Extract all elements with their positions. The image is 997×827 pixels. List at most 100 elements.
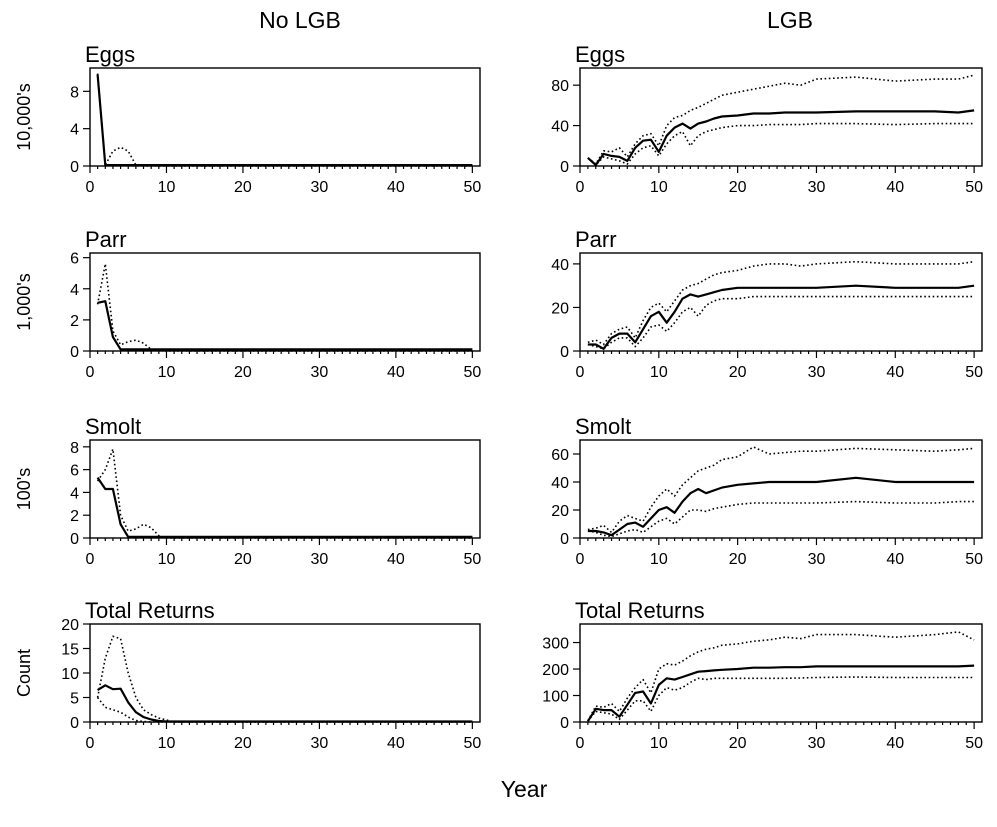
y-tick-label: 40 [551,257,569,274]
series-median-line-1 [587,476,975,537]
x-tick-label: 30 [808,179,826,196]
panel-title: Smolt [85,414,141,439]
y-tick-label: 20 [551,300,569,317]
x-tick-label: 30 [311,735,329,752]
panel-title: Smolt [575,414,631,439]
y-tick-label: 100 [542,689,569,706]
series-bound-line-2 [587,500,975,538]
plot-frame [579,67,983,167]
panel-title: Eggs [85,42,135,67]
x-tick-label: 0 [86,735,95,752]
series-median-line-1 [96,74,473,167]
panel-no-lgb-total-returns: Total Returns Count 0 5 10 15 20 0 10 20 30 40 50 [14,598,481,752]
y-tick-label: 4 [70,122,79,139]
y-tick-label: 6 [70,251,79,268]
panel-no-lgb-smolt: Smolt 100's 0 2 4 6 8 0 10 20 30 40 50 [14,414,481,568]
y-axis-label: Count [14,649,34,697]
y-tick-label: 6 [70,463,79,480]
y-tick-label: 4 [70,282,79,299]
x-tick-label: 50 [965,551,983,568]
y-tick-label: 200 [542,662,569,679]
y-tick-label: 5 [70,691,79,708]
x-tick-label: 40 [886,364,904,381]
y-tick-label: 10 [61,666,79,683]
y-tick-label: 2 [70,313,79,330]
series-bound-line-0 [587,446,975,534]
x-tick-label: 40 [387,551,405,568]
y-tick-label: 0 [70,531,79,548]
x-tick-label: 30 [311,179,329,196]
y-tick-label: 300 [542,636,569,653]
x-tick-label: 10 [650,364,668,381]
panel-title: Eggs [575,42,625,67]
series-median-line-1 [97,300,473,351]
y-axis-label: 1,000's [14,273,34,330]
x-tick-label: 10 [158,735,176,752]
y-tick-label: 0 [560,715,569,732]
plot-frame [89,439,481,539]
x-tick-label: 50 [965,364,983,381]
x-tick-label: 50 [965,735,983,752]
x-tick-label: 40 [387,179,405,196]
panel-no-lgb-parr: Parr 1,000's 0 2 4 6 0 10 20 30 40 50 [14,227,481,381]
y-axis-label: 10,000's [14,83,34,151]
x-tick-label: 50 [463,364,481,381]
series-bound-line-2 [587,122,975,166]
x-tick-label: 40 [886,551,904,568]
x-tick-label: 50 [463,735,481,752]
panel-lgb-smolt: Smolt 0 20 40 60 0 10 20 30 40 50 [551,414,983,568]
series-median-line-1 [587,109,975,167]
x-tick-label: 50 [965,179,983,196]
x-tick-label: 0 [576,735,585,752]
x-tick-label: 10 [650,179,668,196]
series-bound-line-0 [96,73,473,167]
plot-frame [579,252,983,352]
x-tick-label: 50 [463,551,481,568]
plot-frame [579,439,983,539]
y-tick-label: 40 [551,475,569,492]
panel-lgb-parr: Parr 0 20 40 0 10 20 30 40 50 [551,227,983,381]
series-median-line-1 [587,284,975,350]
x-tick-label: 20 [234,735,252,752]
plot-frame [89,623,481,723]
y-tick-label: 80 [551,78,569,95]
x-tick-label: 20 [729,179,747,196]
x-tick-label: 10 [158,179,176,196]
x-tick-label: 20 [234,364,252,381]
x-tick-label: 20 [234,179,252,196]
series-bound-line-1 [96,697,473,723]
series-bound-line-0 [96,448,473,539]
y-tick-label: 60 [551,447,569,464]
y-tick-label: 0 [70,344,79,361]
x-tick-label: 10 [650,551,668,568]
x-axis-label: Year [501,776,548,802]
plot-frame [89,252,481,352]
series-median-line-2 [97,684,473,723]
x-tick-label: 10 [158,364,176,381]
x-tick-label: 20 [234,551,252,568]
x-tick-label: 40 [886,179,904,196]
series-bound-line-0 [96,635,473,723]
y-tick-label: 40 [551,119,569,136]
y-tick-label: 20 [551,503,569,520]
x-tick-label: 0 [576,551,585,568]
column-title-lgb: LGB [767,7,813,33]
x-tick-label: 40 [886,735,904,752]
series-bound-line-0 [587,74,975,165]
y-tick-label: 20 [61,617,79,634]
x-tick-label: 30 [808,551,826,568]
x-tick-label: 10 [158,551,176,568]
series-bound-line-0 [587,631,975,722]
column-title-no-lgb: No LGB [259,7,341,33]
panel-title: Parr [85,227,127,252]
plot-frame [89,67,481,167]
y-tick-label: 2 [70,508,79,525]
panel-title: Total Returns [575,598,705,623]
plot-frame [579,623,983,723]
x-tick-label: 20 [729,364,747,381]
x-tick-label: 0 [86,551,95,568]
x-tick-label: 0 [86,179,95,196]
y-tick-label: 0 [560,159,569,176]
